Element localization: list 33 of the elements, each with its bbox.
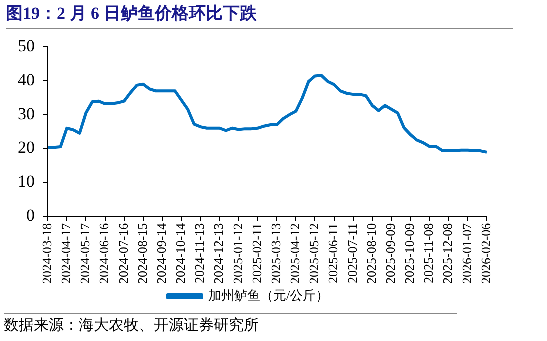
- x-tick-label: 2025-01-12: [230, 223, 246, 284]
- x-tick-label: 2025-06-11: [326, 223, 341, 284]
- x-tick-label: 2026-01-07: [459, 222, 474, 284]
- x-tick-label: 2025-09-09: [382, 223, 398, 284]
- x-tick-label: 2024-07-16: [116, 222, 131, 284]
- x-tick-label: 2024-12-13: [211, 223, 226, 284]
- y-tick-label: 40: [18, 70, 35, 90]
- x-tick-label: 2024-09-14: [154, 222, 169, 284]
- y-tick-label: 0: [26, 206, 35, 225]
- x-tick-label: 2025-04-12: [288, 223, 303, 284]
- x-tick-label: 2024-03-18: [39, 223, 54, 284]
- x-tick-label: 2024-08-15: [134, 223, 150, 284]
- x-tick-label: 2026-02-06: [478, 222, 494, 284]
- x-tick-label: 2025-05-12: [306, 223, 322, 284]
- x-tick-label: 2024-06-16: [96, 222, 112, 284]
- x-tick-label: 2025-11-08: [421, 223, 436, 284]
- x-tick-label: 2025-12-08: [440, 223, 456, 284]
- x-tick-label: 2025-02-11: [249, 223, 264, 284]
- y-tick-label: 10: [18, 172, 35, 191]
- x-tick-label: 2024-04-17: [58, 222, 74, 284]
- source-note: 数据来源：海大农牧、开源证券研究所: [4, 313, 457, 338]
- x-tick-label: 2025-03-13: [268, 223, 284, 284]
- x-tick-label: 2024-05-17: [78, 222, 93, 284]
- x-tick-label: 2025-07-11: [344, 223, 360, 284]
- y-tick-label: 20: [18, 138, 35, 158]
- x-tick-label: 2024-11-13: [192, 223, 208, 284]
- y-tick-label: 30: [18, 104, 35, 124]
- chart-title: 图19：2 月 6 日鲈鱼价格环比下跌: [6, 0, 513, 29]
- x-tick-label: 2025-08-10: [364, 223, 379, 284]
- legend-label: 加州鲈鱼（元/公斤）: [208, 288, 330, 303]
- y-tick-label: 50: [18, 36, 35, 56]
- x-tick-label: 2024-10-14: [173, 222, 188, 284]
- x-tick-label: 2025-10-09: [402, 223, 418, 284]
